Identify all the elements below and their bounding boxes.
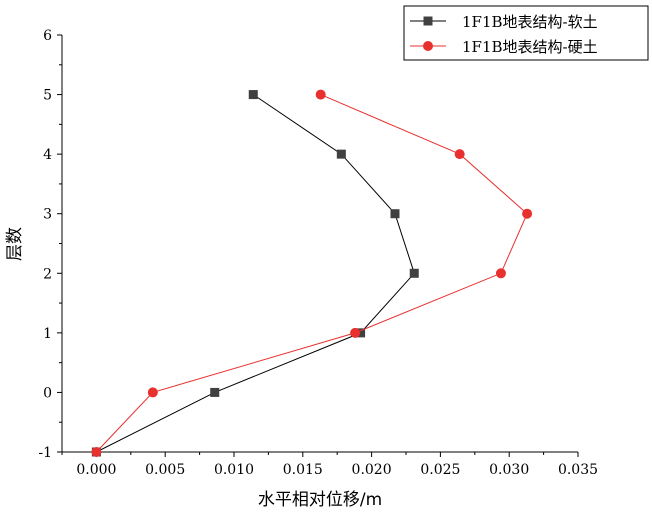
- data-point-square: [356, 328, 366, 338]
- y-tick-label: 2: [43, 266, 52, 282]
- legend-items: 1F1B地表结构-软土 1F1B地表结构-硬土: [410, 13, 598, 56]
- plot-area: [91, 89, 533, 457]
- x-tick-label: 0.025: [420, 462, 460, 478]
- legend-label: 1F1B地表结构-硬土: [462, 38, 598, 56]
- data-point-square: [248, 90, 258, 100]
- x-tick-label: 0.020: [352, 462, 392, 478]
- legend-label: 1F1B地表结构-软土: [462, 13, 598, 31]
- y-tick-label: 0: [43, 385, 52, 401]
- x-axis-ticks: 0.000 0.005 0.010 0.015 0.020 0.025 0.030 0.035: [61, 452, 598, 478]
- y-tick-label: 3: [43, 207, 52, 223]
- data-point-circle: [495, 268, 506, 279]
- data-point-square: [336, 149, 346, 159]
- data-point-circle: [522, 208, 533, 219]
- y-axis-title: 层数: [5, 227, 25, 261]
- data-point-square: [423, 16, 433, 26]
- data-point-square: [390, 209, 400, 219]
- x-tick-label: 0.000: [76, 462, 116, 478]
- series-line: [96, 94, 528, 453]
- data-point-circle: [91, 447, 102, 457]
- data-point-circle: [454, 149, 465, 160]
- data-point-circle: [147, 387, 158, 398]
- y-tick-label: 1: [43, 326, 52, 342]
- data-point-circle: [423, 41, 433, 51]
- x-tick-label: 0.005: [145, 462, 185, 478]
- x-tick-label: 0.015: [283, 462, 323, 478]
- x-tick-label: 0.010: [214, 462, 254, 478]
- y-axis-ticks: -1 0 1 2 3 4 5 6: [38, 28, 62, 461]
- legend: 1F1B地表结构-软土 1F1B地表结构-硬土: [403, 5, 649, 61]
- x-tick-label: 0.030: [489, 462, 529, 478]
- x-tick-label: 0.035: [558, 462, 598, 478]
- y-tick-label: 5: [43, 88, 52, 104]
- series-hard-soil: [91, 89, 533, 457]
- series-soft-soil: [91, 90, 419, 457]
- data-point-square: [409, 268, 419, 278]
- data-point-circle: [315, 89, 326, 100]
- data-point-square: [210, 387, 220, 397]
- data-point-circle: [350, 327, 361, 338]
- y-tick-label: 4: [43, 147, 52, 163]
- legend-box: [403, 5, 649, 61]
- y-tick-label: -1: [38, 445, 52, 461]
- series-line: [96, 94, 415, 453]
- x-axis-title: 水平相对位移/m: [258, 490, 382, 510]
- y-tick-label: 6: [43, 28, 52, 44]
